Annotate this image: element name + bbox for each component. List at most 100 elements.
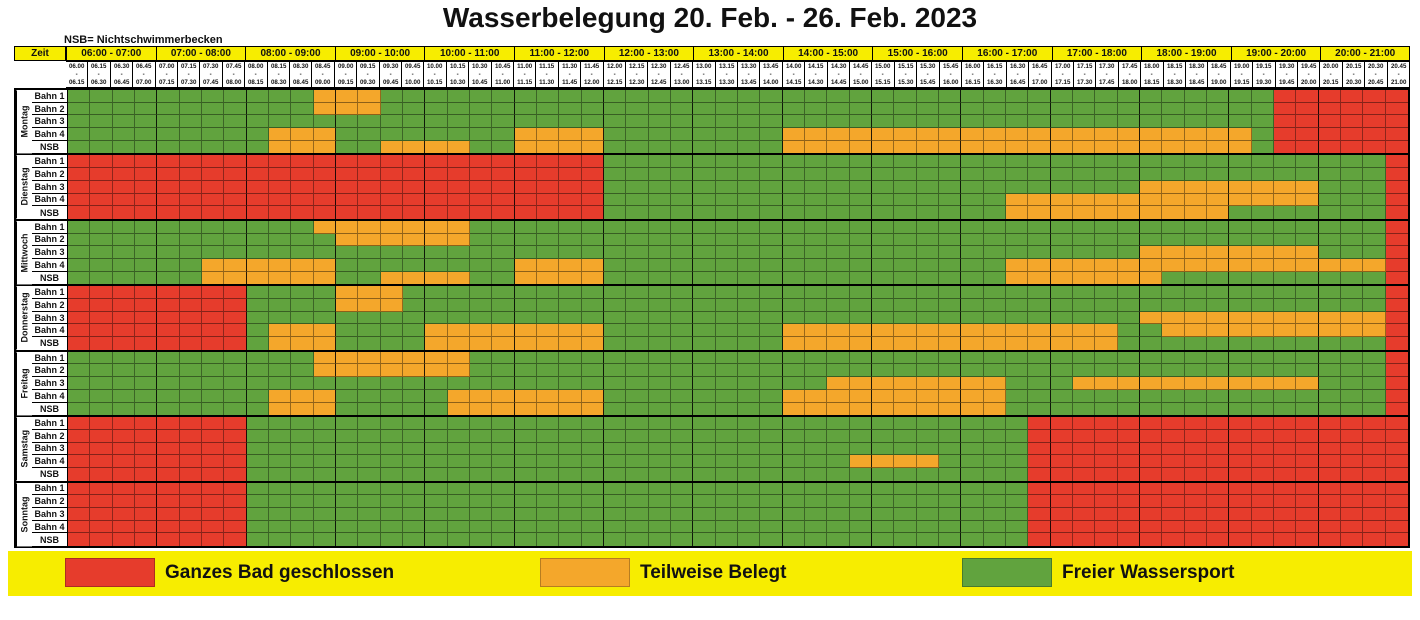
slot-cell (492, 102, 515, 116)
slot-cell (983, 180, 1006, 194)
slot-cell (202, 495, 225, 508)
slot-cell (492, 467, 515, 481)
slot-cell (1229, 482, 1252, 496)
slot-cell (715, 128, 738, 141)
slot-cell (425, 417, 448, 430)
slot-cell (760, 455, 783, 468)
table-row: NSB (32, 140, 1408, 154)
slot-cell (313, 140, 336, 154)
slot-cell (626, 115, 649, 129)
quarter-hour-cell: 10.45-11.00 (491, 61, 514, 89)
slot-cell (470, 442, 493, 456)
table-row: NSB (32, 467, 1408, 481)
slot-cell (648, 482, 671, 496)
slot-cell (1296, 402, 1319, 416)
slot-cell (760, 429, 783, 443)
slot-cell (738, 442, 761, 456)
slot-cell (447, 377, 470, 390)
slot-cell (358, 324, 381, 338)
slot-cell (537, 389, 560, 403)
slot-cell (1363, 193, 1386, 207)
lane-strip (68, 482, 1408, 496)
slot-cell (939, 520, 962, 534)
slot-cell (1229, 115, 1252, 129)
slot-cell (760, 299, 783, 312)
slot-cell (827, 193, 850, 207)
slot-cell (559, 520, 582, 534)
slot-cell (671, 402, 694, 416)
slot-cell (648, 324, 671, 338)
slot-cell (1318, 286, 1341, 299)
slot-cell (313, 180, 336, 194)
quarter-hour-cell: 16.15-16.30 (984, 61, 1007, 89)
slot-cell (269, 271, 292, 285)
slot-cell (224, 140, 247, 154)
slot-cell (470, 417, 493, 430)
slot-cell (1341, 102, 1364, 116)
slot-cell (1251, 377, 1274, 390)
slot-cell (1318, 389, 1341, 403)
slot-cell (246, 324, 269, 338)
slot-cell (760, 417, 783, 430)
slot-cell (1095, 233, 1118, 247)
slot-cell (581, 389, 604, 403)
slot-cell (1140, 271, 1163, 285)
slot-cell (470, 128, 493, 141)
slot-cell (179, 90, 202, 103)
slot-cell (112, 115, 135, 129)
slot-cell (68, 417, 91, 430)
slot-cell (313, 168, 336, 181)
slot-cell (1028, 102, 1051, 116)
day-block-samstag: Samstag Bahn 1 Bahn 2 Bahn 3 Bahn 4 NSB (16, 417, 1408, 483)
slot-cell (1385, 246, 1408, 259)
slot-cell (939, 337, 962, 350)
slot-cell (313, 324, 336, 338)
slot-cell (157, 246, 180, 259)
slot-cell (537, 311, 560, 325)
slot-cell (246, 364, 269, 378)
slot-cell (1050, 337, 1073, 350)
slot-cell (805, 220, 828, 234)
slot-cell (1318, 193, 1341, 207)
slot-cell (894, 467, 917, 481)
slot-cell (403, 271, 426, 285)
slot-cell (961, 180, 984, 194)
table-row: Bahn 1 (32, 482, 1408, 496)
slot-cell (313, 220, 336, 234)
slot-cell (559, 220, 582, 234)
slot-cell (1073, 115, 1096, 129)
slot-cell (1341, 233, 1364, 247)
slot-cell (916, 364, 939, 378)
slot-cell (604, 271, 627, 285)
slot-cell (135, 233, 158, 247)
slot-cell (68, 206, 91, 219)
slot-cell (1162, 140, 1185, 154)
slot-cell (671, 90, 694, 103)
slot-cell (380, 402, 403, 416)
slot-cell (1296, 417, 1319, 430)
slot-cell (1251, 206, 1274, 219)
slot-cell (1274, 508, 1297, 521)
slot-cell (1363, 337, 1386, 350)
slot-cell (805, 467, 828, 481)
slot-cell (403, 168, 426, 181)
slot-cell (827, 495, 850, 508)
slot-cell (425, 520, 448, 534)
slot-cell (224, 520, 247, 534)
slot-cell (1140, 351, 1163, 365)
slot-cell (1050, 402, 1073, 416)
slot-cell (961, 233, 984, 247)
slot-cell (1341, 168, 1364, 181)
slot-cell (581, 337, 604, 350)
slot-cell (983, 533, 1006, 547)
slot-cell (983, 128, 1006, 141)
slot-cell (68, 155, 91, 169)
quarter-hour-cell: 16.00-16.15 (961, 61, 985, 89)
slot-cell (224, 508, 247, 521)
slot-cell (492, 417, 515, 430)
slot-cell (693, 364, 716, 378)
slot-cell (492, 115, 515, 129)
slot-cell (648, 311, 671, 325)
lane-label: NSB (32, 337, 68, 350)
slot-cell (291, 417, 314, 430)
